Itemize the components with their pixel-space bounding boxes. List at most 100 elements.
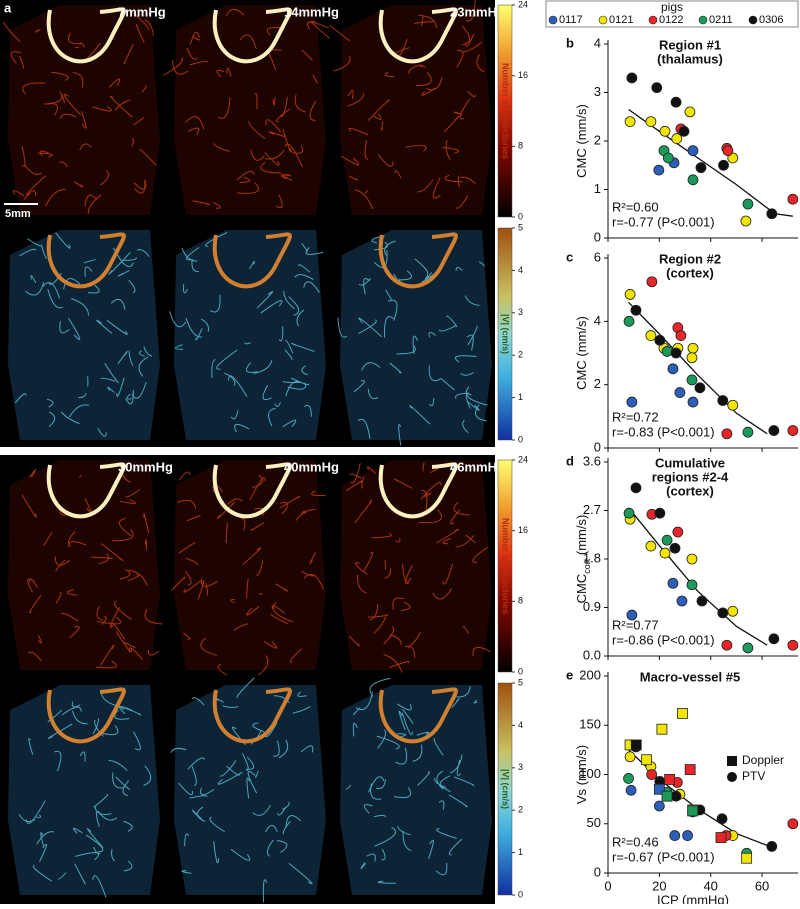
- y-axis-label-part: CMC: [574, 574, 589, 604]
- y-tick-label: 2: [594, 132, 601, 147]
- point: [647, 770, 657, 780]
- pressure-label: 40mmHg: [284, 459, 339, 474]
- point: [728, 606, 738, 616]
- point: [654, 165, 664, 175]
- y-tick-label: 4: [594, 35, 601, 50]
- point: [788, 426, 798, 436]
- tissue: [8, 5, 160, 215]
- pressure-label: 7mmHg: [118, 4, 166, 19]
- y-axis-label-part: (mm/s): [574, 515, 589, 559]
- point: [671, 791, 681, 801]
- y-tick-label: 3: [594, 84, 601, 99]
- tissue: [174, 460, 326, 670]
- scale-bar-label: 5mm: [5, 208, 31, 220]
- point: [722, 429, 732, 439]
- point: [728, 400, 738, 410]
- annotation: r=-0.67 (P<0.001): [612, 849, 715, 864]
- panel-label: a: [4, 0, 12, 15]
- point: [741, 216, 751, 226]
- point: [625, 117, 635, 127]
- y-tick-label: 2: [594, 376, 601, 391]
- point: [631, 483, 641, 493]
- tissue: [174, 230, 326, 440]
- legend-label: 0306: [759, 14, 783, 26]
- chart-title: regions #2-4: [652, 469, 729, 484]
- marker-legend-symbol: [727, 772, 737, 782]
- colorbar-tick-label: 0: [518, 434, 523, 444]
- legend-marker: [599, 16, 607, 24]
- point: [687, 580, 697, 590]
- pressure-label: 30mmHg: [118, 459, 173, 474]
- colorbar-label: |V| (cm/s): [501, 769, 511, 809]
- y-axis-label-part: Vs (mm/s): [574, 745, 589, 804]
- point: [743, 643, 753, 653]
- annotation: r=-0.77 (P<0.001): [612, 214, 715, 229]
- colorbar-tick-label: 0: [518, 889, 523, 899]
- legend-marker: [699, 16, 707, 24]
- point-square: [631, 740, 641, 750]
- colorbar-tick-label: 0: [518, 211, 523, 221]
- point: [717, 814, 727, 824]
- point: [625, 752, 635, 762]
- tissue: [340, 460, 492, 670]
- point: [679, 126, 689, 136]
- point: [722, 640, 732, 650]
- point: [695, 383, 705, 393]
- x-tick-label: 0: [604, 878, 611, 893]
- point: [671, 97, 681, 107]
- point: [788, 640, 798, 650]
- pressure-label: 46mmHg: [450, 459, 505, 474]
- colorbar-tick-label: 5: [518, 222, 523, 232]
- colorbar-label: |V| (cm/s): [501, 314, 511, 354]
- point: [662, 535, 672, 545]
- point: [687, 554, 697, 564]
- point: [697, 596, 707, 606]
- point: [718, 396, 728, 406]
- legend-marker: [749, 16, 757, 24]
- point: [688, 175, 698, 185]
- tissue: [174, 685, 326, 895]
- point: [673, 527, 683, 537]
- point: [723, 146, 733, 156]
- point: [660, 126, 670, 136]
- point: [688, 146, 698, 156]
- point: [671, 348, 681, 358]
- legend-marker: [649, 16, 657, 24]
- y-axis-label-part: cort: [582, 558, 592, 574]
- chart-title: (thalamus): [657, 51, 723, 66]
- y-tick-label: 4: [594, 313, 601, 328]
- panel-label: c: [566, 249, 573, 264]
- point: [688, 343, 698, 353]
- legend-marker: [549, 16, 557, 24]
- point-square: [677, 708, 687, 718]
- colorbar-tick-label: 8: [518, 596, 523, 606]
- panel-label: b: [566, 35, 574, 50]
- point: [670, 831, 680, 841]
- chart-title: Region #1: [659, 37, 721, 52]
- colorbar-tick-label: 24: [518, 0, 528, 9]
- x-tick-label: 40: [703, 878, 717, 893]
- point: [677, 596, 687, 606]
- tissue: [340, 685, 492, 895]
- point: [743, 199, 753, 209]
- y-axis-label-part: CMC (mm/s): [574, 316, 589, 390]
- y-tick-label: 0: [594, 229, 601, 244]
- tissue: [8, 685, 160, 895]
- panel-label: d: [566, 453, 574, 468]
- colorbar-tick-label: 3: [518, 762, 523, 772]
- legend-title: pigs: [661, 0, 683, 14]
- point: [646, 117, 656, 127]
- y-tick-label: 50: [587, 815, 601, 830]
- point: [646, 541, 656, 551]
- point: [655, 335, 665, 345]
- colorbar-tick-label: 5: [518, 677, 523, 687]
- y-tick-label: 1: [594, 181, 601, 196]
- colorbar-tick-label: 16: [518, 525, 528, 535]
- point: [767, 209, 777, 219]
- marker-legend-label: PTV: [742, 769, 765, 783]
- annotation: r=-0.83 (P<0.001): [612, 424, 715, 439]
- colorbar-tick-label: 4: [518, 265, 523, 275]
- annotation: R²=0.46: [612, 834, 659, 849]
- colorbar-tick-label: 24: [518, 454, 528, 464]
- point: [626, 785, 636, 795]
